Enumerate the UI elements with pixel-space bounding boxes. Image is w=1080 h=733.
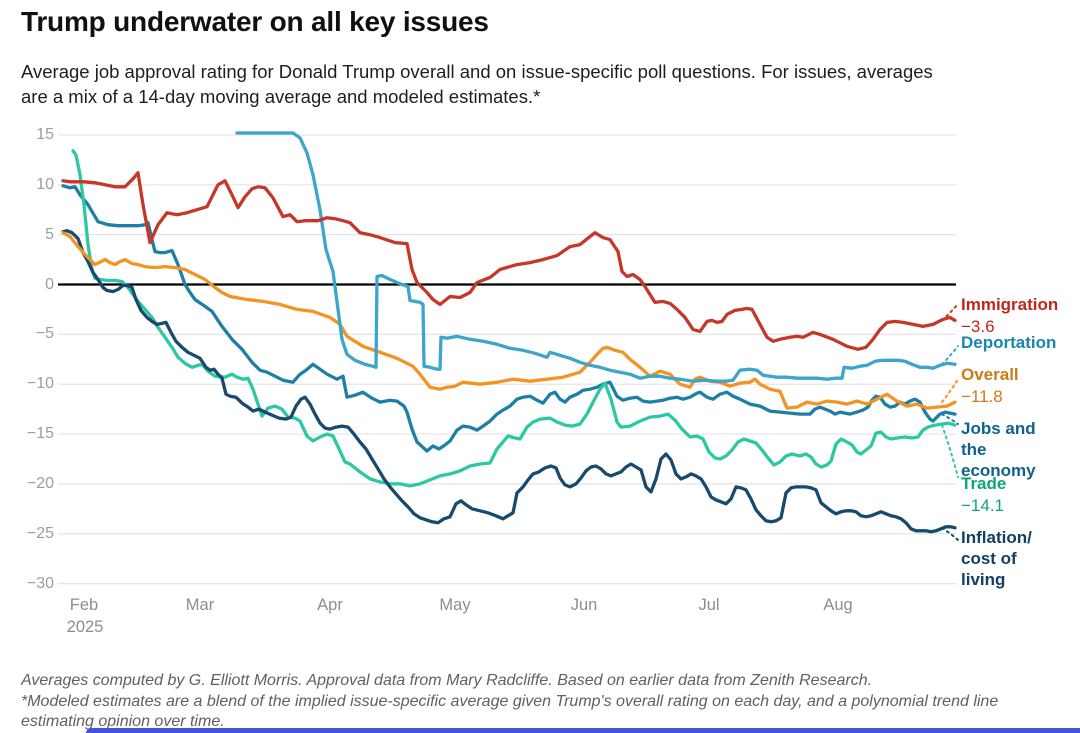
x-axis-month-label: Aug bbox=[823, 596, 853, 614]
series-label-immigration: Immigration −3.6 bbox=[961, 294, 1079, 337]
y-axis-tick: −25 bbox=[26, 524, 54, 542]
footer-footnote-line2: estimating opinion over time. bbox=[21, 713, 225, 730]
series-label-inflation: Inflation/cost of living bbox=[961, 527, 1079, 590]
series-label-text: Trade bbox=[961, 474, 1007, 493]
x-axis-year-label: 2025 bbox=[66, 618, 104, 636]
y-axis-tick: 10 bbox=[36, 175, 54, 193]
chart-subtitle: Average job approval rating for Donald T… bbox=[21, 59, 1061, 109]
series-label-text: Inflation/ bbox=[961, 528, 1032, 547]
leader-line-jobs bbox=[941, 413, 959, 425]
chart-title: Trump underwater on all key issues bbox=[21, 6, 489, 37]
y-axis-tick: −20 bbox=[26, 474, 54, 492]
y-axis-tick: −5 bbox=[35, 325, 54, 343]
series-end-value-overall: −11.8 bbox=[961, 387, 1003, 406]
x-axis-month-label: May bbox=[439, 596, 471, 614]
y-axis-tick: −15 bbox=[26, 425, 54, 443]
series-label-trade: Trade −14.1 bbox=[961, 473, 1079, 516]
series-label-deportation: Deportation bbox=[961, 332, 1079, 353]
series-label-text: Jobs and bbox=[961, 419, 1036, 438]
series-label-text: economy bbox=[961, 461, 1036, 480]
bottom-accent-bar[interactable] bbox=[86, 728, 1080, 733]
series-line-immigration bbox=[61, 171, 957, 351]
leader-line-inflation bbox=[941, 526, 959, 541]
x-axis-month-label: Feb bbox=[69, 596, 99, 614]
series-label-text: Immigration bbox=[961, 295, 1059, 314]
series-line-jobs bbox=[61, 184, 957, 453]
leader-line-deportation bbox=[941, 345, 959, 366]
leader-line-overall bbox=[941, 378, 959, 404]
y-axis-tick: 15 bbox=[36, 125, 54, 143]
x-axis-month-label: Jun bbox=[570, 596, 598, 614]
y-axis-tick: −10 bbox=[26, 375, 54, 393]
series-line-trade bbox=[71, 149, 957, 488]
series-label-text: Deportation bbox=[961, 333, 1057, 352]
series-label-text: cost of bbox=[961, 549, 1017, 568]
y-axis-tick: 0 bbox=[45, 275, 54, 293]
footer-footnote-line1: *Modeled estimates are a blend of the im… bbox=[21, 692, 999, 710]
y-axis-tick: 5 bbox=[45, 225, 54, 243]
series-line-overall bbox=[61, 231, 957, 410]
series-end-value-trade: −14.1 bbox=[961, 496, 1005, 515]
series-label-text: living bbox=[961, 570, 1006, 589]
series-label-overall: Overall −11.8 bbox=[961, 364, 1079, 407]
footer-credit: Averages computed by G. Elliott Morris. … bbox=[21, 672, 873, 689]
series-label-text: the bbox=[961, 440, 987, 459]
series-label-jobs: Jobs and the economy bbox=[961, 418, 1079, 481]
x-axis-month-label: Mar bbox=[185, 596, 215, 614]
series-label-text: Overall bbox=[961, 365, 1019, 384]
x-axis-month-label: Apr bbox=[317, 596, 343, 614]
leader-line-immigration bbox=[941, 303, 959, 322]
footer: Averages computed by G. Elliott Morris. … bbox=[21, 671, 1080, 733]
series-line-inflation bbox=[61, 229, 957, 534]
x-axis-month-label: Jul bbox=[698, 596, 720, 614]
chart-subtitle-line2: are a mix of a 14-day moving average and… bbox=[21, 86, 541, 107]
series-end-value-immigration: −3.6 bbox=[961, 317, 995, 336]
series-line-deportation bbox=[235, 131, 957, 383]
chart-subtitle-line1: Average job approval rating for Donald T… bbox=[21, 61, 933, 82]
y-axis-tick: −30 bbox=[26, 574, 54, 592]
leader-line-trade bbox=[941, 424, 959, 478]
